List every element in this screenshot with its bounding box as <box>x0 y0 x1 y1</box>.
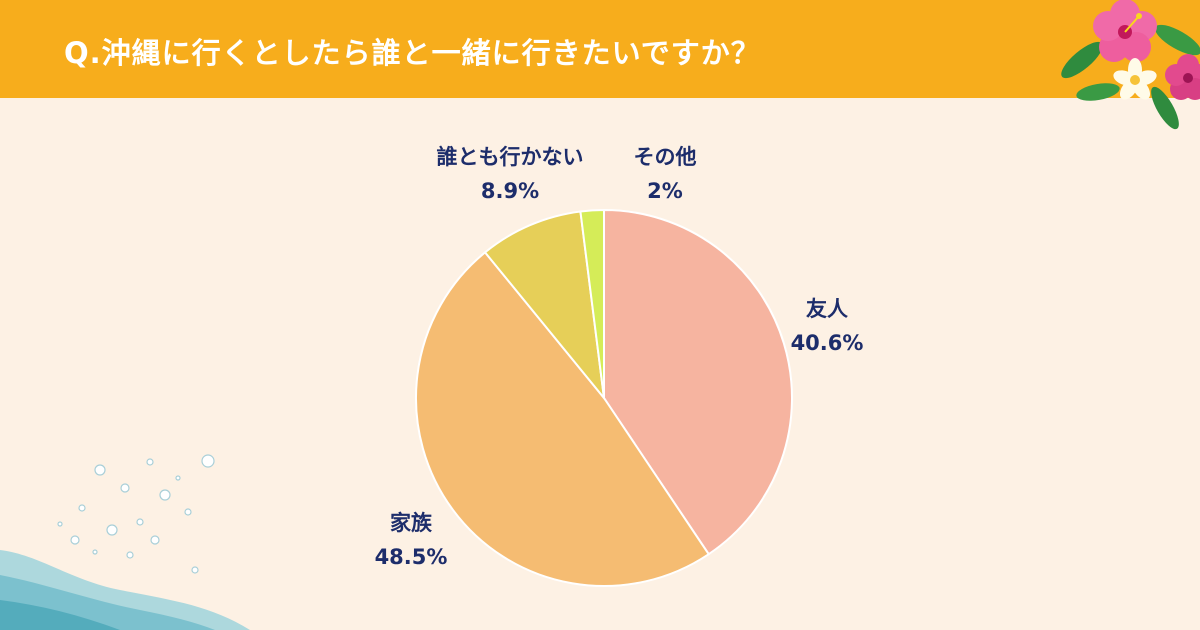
pie-slice-other <box>579 208 605 399</box>
slice-label-friends: 友人 40.6% <box>762 292 892 360</box>
pie-slice-nobody <box>483 210 606 402</box>
slice-percent: 2% <box>647 179 683 203</box>
slice-name: その他 <box>633 145 697 169</box>
slice-label-nobody: 誰とも行かない 8.9% <box>410 140 610 208</box>
slice-percent: 48.5% <box>374 545 448 569</box>
slice-name: 家族 <box>390 511 432 535</box>
pie-slice-friends <box>603 208 793 556</box>
slice-percent: 40.6% <box>790 331 864 355</box>
slice-label-family: 家族 48.5% <box>346 506 476 574</box>
chart-title: Q.沖縄に行くとしたら誰と一緒に行きたいですか？ <box>64 36 761 70</box>
slice-label-other: その他 2% <box>600 140 730 208</box>
pie-slice-family <box>415 250 711 587</box>
slice-name: 誰とも行かない <box>436 145 584 169</box>
slice-percent: 8.9% <box>480 179 540 203</box>
title-banner: Q.沖縄に行くとしたら誰と一緒に行きたいですか？ <box>0 0 1200 98</box>
slice-name: 友人 <box>806 297 848 321</box>
